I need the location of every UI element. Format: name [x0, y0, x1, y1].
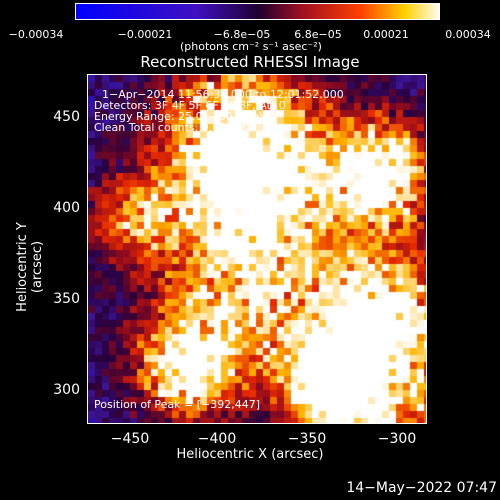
y-axis-label: Heliocentric Y (arcsec) [15, 222, 45, 312]
x-axis-label: Heliocentric X (arcsec) [176, 447, 324, 462]
x-tick-300: −300 [377, 431, 417, 447]
y-tick-300: 300 [53, 382, 80, 398]
y-tick-350: 350 [53, 291, 80, 307]
info-time: 1−Apr−2014 11:56:32.000 to 12:01:52.000 [102, 88, 344, 101]
y-tick-400: 400 [53, 200, 80, 216]
image-plot: 1−Apr−2014 11:56:32.000 to 12:01:52.000 … [87, 74, 427, 424]
timestamp: 14−May−2022 07:47 [346, 480, 497, 496]
info-detectors: Detectors: 3F 4F 5F 6F 7F 8F, Att 0 [94, 99, 286, 112]
colorbar [75, 3, 440, 20]
x-tick-400: −400 [197, 431, 237, 447]
x-tick-350: −350 [287, 431, 327, 447]
x-tick-450: −450 [110, 431, 150, 447]
colorbar-tick-1: −0.00021 [117, 28, 173, 41]
rhessi-image [88, 75, 426, 423]
colorbar-tick-2: −6.8e−05 [213, 28, 271, 41]
colorbar-tick-3: 6.8e−05 [294, 28, 342, 41]
colorbar-tick-4: 0.00021 [363, 28, 409, 41]
info-method: Clean Total counts: 9.03E+03 [94, 121, 257, 134]
plot-title: Reconstructed RHESSI Image [140, 53, 360, 71]
info-peak: Position of Peak = [−392,447] [94, 398, 261, 411]
colorbar-units: (photons cm⁻² s⁻¹ asec⁻²) [180, 40, 322, 53]
y-tick-450: 450 [53, 109, 80, 125]
info-energy: Energy Range: 25.0 − 50.0 keV [94, 110, 268, 123]
colorbar-tick-5: 0.00034 [445, 28, 491, 41]
colorbar-tick-0: −0.00034 [8, 28, 64, 41]
